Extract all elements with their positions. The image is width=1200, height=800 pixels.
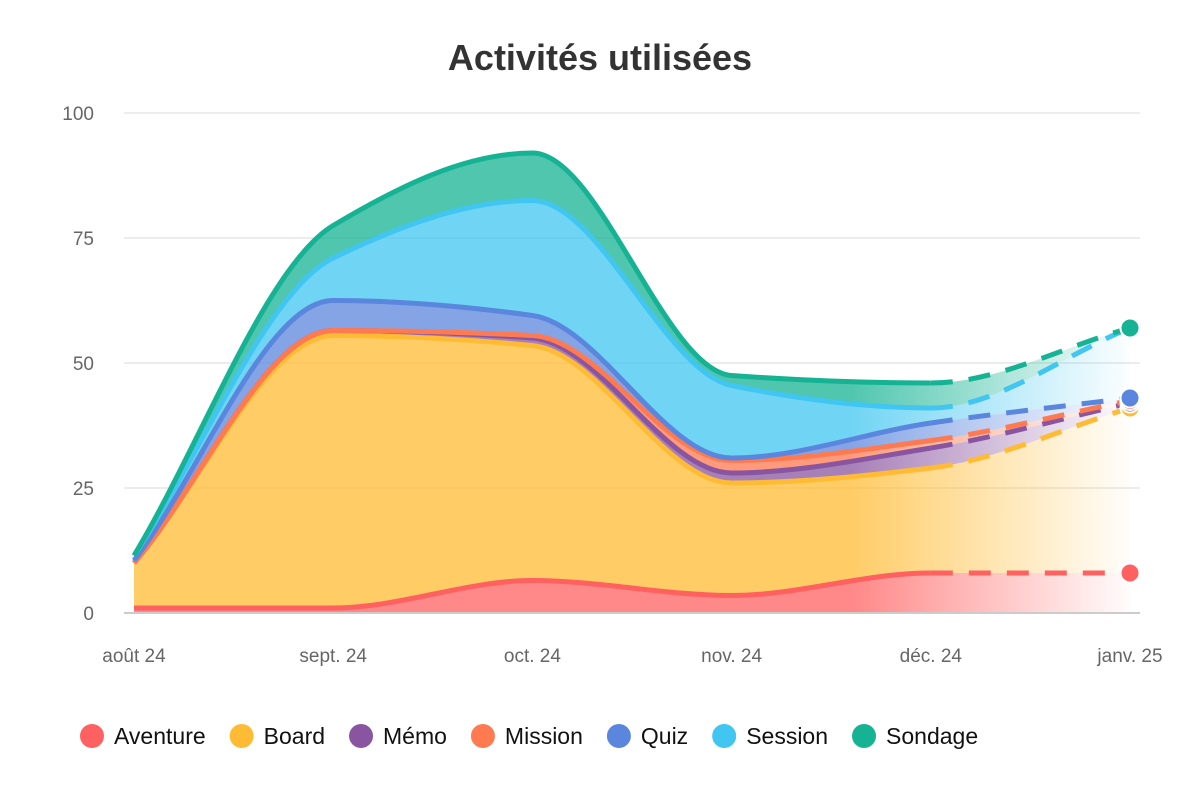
x-tick-label: août 24	[102, 646, 166, 667]
legend-swatch-icon	[349, 724, 374, 748]
x-axis-ticks: août 24 sept. 24 oct. 24 nov. 24 déc. 24 janv…	[102, 646, 1162, 667]
legend-label: Sondage	[886, 723, 978, 749]
legend-label: Mémo	[383, 723, 447, 749]
x-tick-label: oct. 24	[504, 646, 561, 667]
x-tick-label: nov. 24	[701, 646, 762, 667]
line-aventure	[133, 570, 931, 611]
legend-swatch-icon	[852, 724, 877, 748]
series-lines	[131, 150, 1131, 611]
end-marker-quiz[interactable]	[1119, 387, 1141, 409]
x-tick-label: janv. 25	[1096, 646, 1162, 667]
legend-swatch-icon	[470, 724, 495, 748]
legend-swatch-icon	[712, 724, 737, 748]
y-axis-ticks: 0 25 50 75 100	[62, 104, 94, 625]
end-marker-aventure[interactable]	[1119, 562, 1141, 584]
chart-title: Activités utilisées	[448, 37, 752, 78]
end-marker-sondage[interactable]	[1119, 317, 1141, 339]
legend-item-session[interactable]: Session	[712, 723, 828, 749]
y-tick-label: 100	[62, 104, 94, 125]
legend-swatch-icon	[606, 724, 631, 748]
area-quiz	[134, 300, 1130, 563]
line-mission	[132, 328, 932, 565]
legend-item-sondage[interactable]: Sondage	[852, 723, 978, 749]
area-board	[134, 335, 1130, 608]
legend-label: Quiz	[641, 723, 688, 749]
legend-label: Session	[746, 723, 828, 749]
legend-swatch-icon	[80, 724, 104, 748]
x-tick-label: déc. 24	[900, 646, 963, 667]
y-tick-label: 25	[73, 479, 94, 500]
y-tick-label: 50	[73, 354, 94, 375]
legend-label: Board	[264, 723, 325, 749]
legend-swatch-icon	[229, 724, 254, 748]
legend: Aventure Board Mémo Mission Quiz Session Sonda…	[80, 723, 978, 749]
legend-label: Aventure	[114, 723, 206, 749]
line-sondage	[131, 150, 931, 557]
legend-item-memo[interactable]: Mémo	[349, 723, 447, 749]
series-end-markers	[1119, 317, 1141, 584]
line-session	[131, 198, 931, 557]
legend-label: Mission	[505, 723, 583, 749]
area-aventure	[134, 573, 1130, 613]
line-quiz	[132, 298, 932, 563]
legend-item-aventure[interactable]: Aventure	[80, 723, 206, 749]
x-tick-label: sept. 24	[299, 646, 367, 667]
y-tick-label: 75	[73, 229, 94, 250]
legend-item-quiz[interactable]: Quiz	[606, 723, 688, 749]
area-session	[134, 200, 1130, 561]
legend-item-mission[interactable]: Mission	[470, 723, 583, 749]
series-areas	[134, 153, 1130, 613]
legend-item-board[interactable]: Board	[229, 723, 325, 749]
y-tick-label: 0	[83, 604, 94, 625]
